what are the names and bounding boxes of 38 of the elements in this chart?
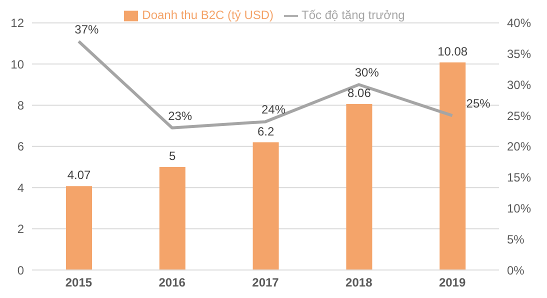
y2-tick-label: 35% — [507, 46, 532, 61]
x-tick-label: 2016 — [158, 276, 186, 290]
data-label: 8.06 — [348, 86, 372, 100]
bar — [346, 104, 372, 270]
data-label: 24% — [261, 102, 286, 117]
y2-tick-label: 40% — [507, 16, 532, 30]
y2-tick-label: 0% — [507, 263, 525, 278]
data-label: 10.08 — [438, 44, 468, 58]
x-tick-label: 2018 — [346, 276, 373, 290]
legend-label: Doanh thu B2C (tỷ USD) — [142, 8, 274, 22]
data-label: 25% — [466, 96, 491, 111]
y2-tick-label: 5% — [507, 232, 525, 246]
y-tick-label: 0 — [17, 263, 24, 278]
y-tick-label: 2 — [17, 222, 24, 236]
data-label: 6.2 — [257, 124, 274, 138]
y2-tick-label: 15% — [507, 170, 532, 185]
data-label: 23% — [168, 108, 192, 123]
x-tick-label: 2017 — [252, 276, 280, 290]
data-label: 4.07 — [67, 168, 91, 182]
y2-tick-label: 10% — [507, 201, 532, 216]
bar — [440, 62, 466, 270]
data-label: 37% — [74, 22, 100, 36]
y-tick-label: 4 — [17, 180, 24, 195]
y2-tick-label: 20% — [507, 140, 532, 154]
legend-label: Tốc độ tăng trưởng — [302, 8, 405, 22]
data-label: 30% — [354, 66, 380, 80]
y-tick-label: 6 — [17, 140, 24, 154]
y2-tick-label: 25% — [507, 108, 532, 123]
x-tick-label: 2015 — [65, 276, 92, 290]
x-tick-label: 2019 — [438, 276, 466, 290]
bar — [66, 186, 92, 270]
y-tick-label: 12 — [10, 16, 24, 30]
y2-tick-label: 30% — [507, 78, 532, 92]
data-label: 5 — [169, 149, 176, 164]
y-tick-label: 10 — [10, 57, 24, 72]
y-tick-label: 8 — [17, 98, 24, 112]
bar — [159, 167, 186, 270]
bar — [252, 142, 279, 270]
